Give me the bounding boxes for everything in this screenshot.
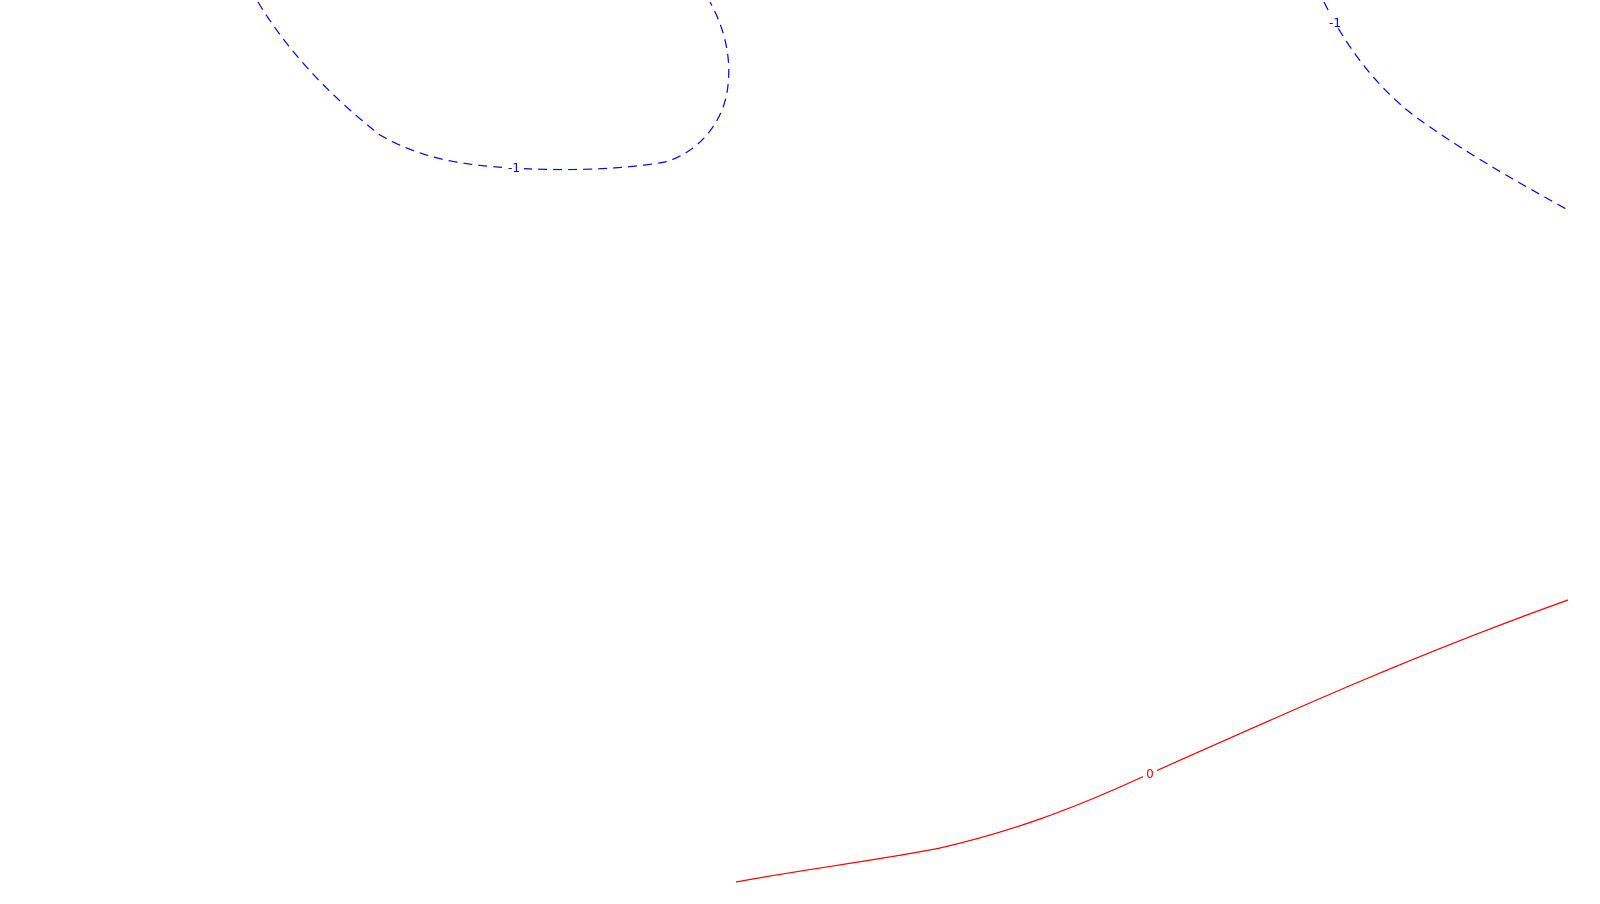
contour-label-zero: 0 bbox=[1146, 767, 1154, 781]
contour-line-neg1-left bbox=[257, 1, 730, 171]
contour-label-neg1-right: -1 bbox=[1329, 16, 1341, 30]
contour-label-neg1-left: -1 bbox=[508, 161, 520, 175]
contour-label-mask-zero bbox=[1143, 766, 1157, 780]
contour-line-neg1-right bbox=[1323, 1, 1569, 211]
contour-line-zero bbox=[735, 599, 1569, 883]
contour-label-mask-neg1-left bbox=[504, 160, 524, 174]
contour-label-mask-neg1-right bbox=[1328, 14, 1346, 28]
